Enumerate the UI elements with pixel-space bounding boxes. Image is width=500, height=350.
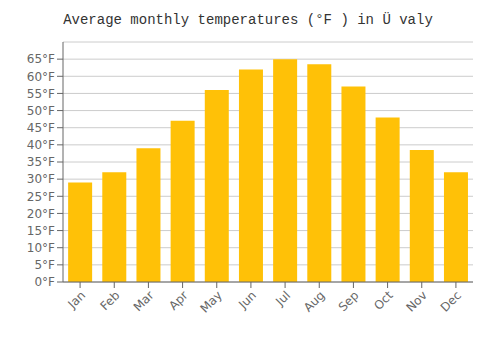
- svg-text:Jan: Jan: [65, 288, 89, 312]
- svg-text:10°F: 10°F: [27, 241, 55, 255]
- svg-text:20°F: 20°F: [27, 207, 55, 221]
- svg-text:Mar: Mar: [131, 288, 157, 314]
- svg-text:Sep: Sep: [336, 288, 362, 314]
- svg-text:35°F: 35°F: [27, 155, 55, 169]
- svg-text:60°F: 60°F: [27, 70, 55, 84]
- svg-text:Feb: Feb: [97, 288, 122, 313]
- svg-text:Jul: Jul: [272, 288, 293, 309]
- svg-text:55°F: 55°F: [27, 87, 55, 101]
- svg-text:May: May: [197, 288, 224, 315]
- svg-text:65°F: 65°F: [27, 52, 55, 66]
- svg-text:15°F: 15°F: [27, 224, 55, 238]
- svg-text:25°F: 25°F: [27, 190, 55, 204]
- svg-text:Apr: Apr: [166, 288, 191, 313]
- svg-text:30°F: 30°F: [27, 172, 55, 186]
- svg-text:Jun: Jun: [235, 288, 259, 312]
- svg-text:Oct: Oct: [371, 288, 396, 313]
- svg-text:0°F: 0°F: [34, 275, 55, 289]
- svg-text:Dec: Dec: [438, 288, 464, 314]
- svg-text:50°F: 50°F: [27, 104, 55, 118]
- svg-text:5°F: 5°F: [34, 258, 55, 272]
- html-text:Average monthly temperatures (: Average monthly temperatures (°F ) in Ü …: [63, 12, 433, 28]
- svg-text:Aug: Aug: [301, 288, 327, 314]
- svg-text:40°F: 40°F: [27, 138, 55, 152]
- svg-text:45°F: 45°F: [27, 121, 55, 135]
- svg-text:Nov: Nov: [403, 288, 429, 314]
